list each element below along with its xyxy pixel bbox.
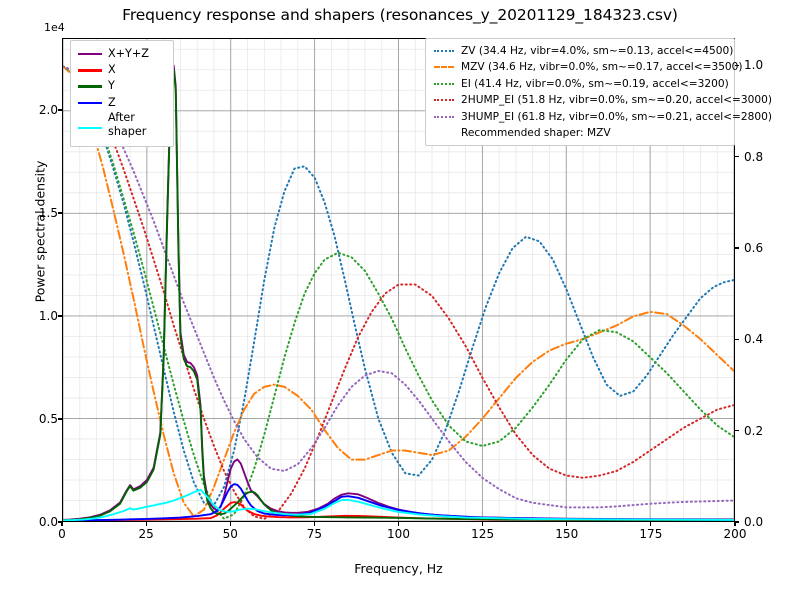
legend-item-psd[interactable]: Z <box>77 95 167 111</box>
x-tick-mark <box>482 522 484 526</box>
x-tick-label: 0 <box>58 527 66 541</box>
y-tick-mark <box>58 212 62 214</box>
y-tick-mark <box>58 418 62 420</box>
y-tick-label: 0.5 <box>38 412 58 427</box>
x-tick-mark <box>313 522 315 526</box>
y-tick-label: 1.0 <box>38 309 58 324</box>
legend-item-shaper[interactable]: 2HUMP_EI (51.8 Hz, vibr=0.0%, sm~=0.20, … <box>433 92 772 108</box>
y2-tick-mark <box>735 430 739 432</box>
legend-color-swatch <box>433 92 455 108</box>
x-tick-label: 25 <box>138 527 154 541</box>
legend-color-swatch <box>433 59 455 75</box>
legend-item-label: ZV (34.4 Hz, vibr=4.0%, sm~=0.13, accel<… <box>461 45 734 57</box>
y2-tick-label: 0.8 <box>744 149 764 164</box>
y2-tick-mark <box>735 338 739 340</box>
legend-item-shaper[interactable]: MZV (34.6 Hz, vibr=0.0%, sm~=0.17, accel… <box>433 59 743 75</box>
recommended-shaper-note: Recommended shaper: MZV <box>461 126 611 139</box>
y-axis-offset-text: 1e4 <box>44 21 65 34</box>
legend-color-swatch <box>433 76 455 92</box>
y2-tick-mark <box>735 156 739 158</box>
legend-color-swatch <box>77 46 103 62</box>
legend-item-shaper[interactable]: EI (41.4 Hz, vibr=0.0%, sm~=0.19, accel<… <box>433 76 729 92</box>
legend-color-swatch <box>77 111 103 130</box>
legend-item-label: MZV (34.6 Hz, vibr=0.0%, sm~=0.17, accel… <box>461 61 743 74</box>
x-tick-mark <box>61 522 63 526</box>
x-tick-mark <box>229 522 231 526</box>
legend-item-psd[interactable]: After shaper <box>77 111 167 141</box>
legend-item-label: X+Y+Z <box>108 47 149 60</box>
y2-tick-label: 0.6 <box>744 241 764 256</box>
legend-color-swatch <box>77 78 103 94</box>
legend-item-label: 3HUMP_EI (61.8 Hz, vibr=0.0%, sm~=0.21, … <box>461 110 772 123</box>
data-curves <box>63 64 734 521</box>
legend-item-label: 2HUMP_EI (51.8 Hz, vibr=0.0%, sm~=0.20, … <box>461 94 772 107</box>
x-tick-label: 175 <box>639 527 663 541</box>
legend-color-swatch <box>433 43 455 59</box>
legend-color-swatch <box>77 95 103 111</box>
x-tick-mark <box>734 522 736 526</box>
legend-color-swatch <box>433 109 455 125</box>
y2-tick-mark <box>735 521 739 523</box>
shaper-legend[interactable]: ZV (34.4 Hz, vibr=4.0%, sm~=0.13, accel<… <box>425 38 772 147</box>
chart-title: Frequency response and shapers (resonanc… <box>122 6 678 24</box>
x-tick-label: 75 <box>306 527 323 541</box>
y2-tick-label: 0.0 <box>744 515 764 529</box>
x-tick-label: 100 <box>387 527 410 541</box>
y2-tick-label: 0.4 <box>744 332 764 347</box>
y-tick-mark <box>58 315 62 317</box>
y2-tick-mark <box>735 247 739 249</box>
y2-tick-label: 1.0 <box>744 58 764 73</box>
legend-item-label: X <box>108 63 116 77</box>
x-tick-mark <box>397 522 400 526</box>
legend-item-shaper[interactable]: ZV (34.4 Hz, vibr=4.0%, sm~=0.13, accel<… <box>433 43 733 59</box>
legend-color-swatch <box>77 62 103 78</box>
legend-item-shaper[interactable]: 3HUMP_EI (61.8 Hz, vibr=0.0%, sm~=0.21, … <box>433 109 772 125</box>
y-tick-label: 1.5 <box>38 206 58 221</box>
y-tick-label: 0.0 <box>38 515 58 529</box>
y-axis-label: Power spectral density <box>32 160 48 303</box>
legend-item-label: EI (41.4 Hz, vibr=0.0%, sm~=0.19, accel<… <box>461 77 729 90</box>
y-tick-label: 2.0 <box>38 103 58 118</box>
psd-legend[interactable]: X+Y+Z X Y Z After shaper <box>70 40 174 147</box>
x-tick-label: 200 <box>723 527 747 541</box>
y-tick-mark <box>58 109 62 111</box>
y2-tick-label: 0.2 <box>744 423 764 438</box>
y-tick-mark <box>58 521 62 523</box>
x-tick-label: 150 <box>555 527 579 541</box>
y2-tick-mark <box>735 64 739 66</box>
x-tick-label: 125 <box>471 527 495 541</box>
x-tick-mark <box>566 522 568 526</box>
legend-item-label: Z <box>108 95 116 109</box>
x-tick-label: 50 <box>222 527 238 541</box>
legend-item-label: Y <box>108 79 115 93</box>
legend-item-psd[interactable]: Y <box>77 78 167 94</box>
plot-area <box>62 38 735 522</box>
legend-item-psd[interactable]: X+Y+Z <box>77 46 167 62</box>
legend-item-label: After shaper <box>108 110 147 138</box>
x-tick-mark <box>650 522 652 526</box>
x-tick-mark <box>145 522 147 526</box>
x-axis-label: Frequency, Hz <box>354 561 443 576</box>
legend-item-psd[interactable]: X <box>77 62 167 78</box>
